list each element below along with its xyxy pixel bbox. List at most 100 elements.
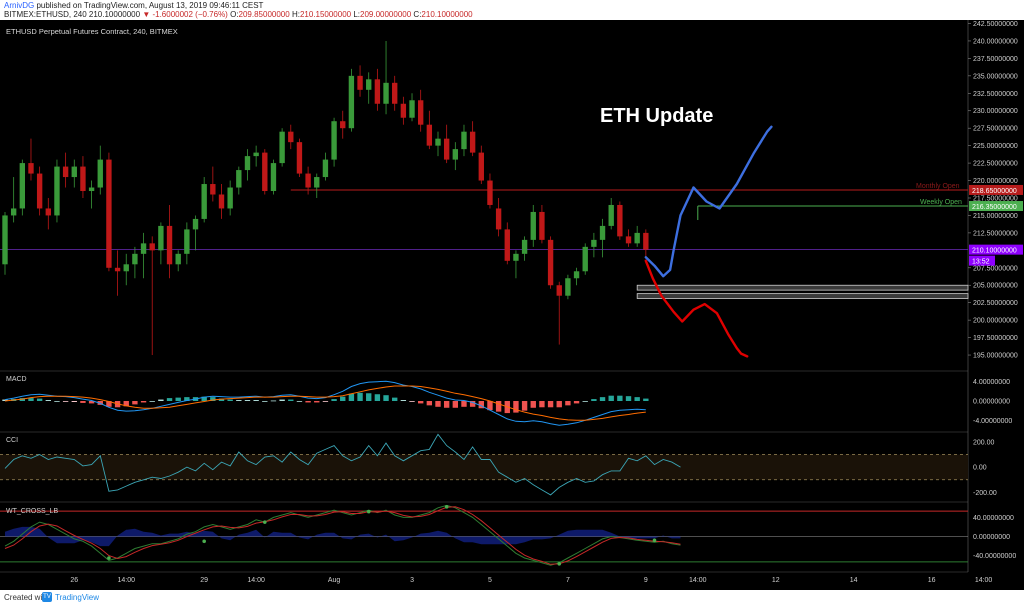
macd-histogram-bar — [2, 399, 8, 401]
cci-tick-label: 200.00 — [973, 439, 995, 446]
tradingview-link[interactable]: TradingView — [55, 593, 100, 602]
high-label: H: — [291, 10, 300, 19]
candle-body — [279, 131, 285, 164]
cci-band — [0, 454, 968, 480]
bullish-projection-path — [644, 125, 773, 278]
wt-cross-dot — [263, 520, 267, 524]
time-tick-label: 29 — [200, 577, 208, 584]
candle-body — [547, 239, 554, 286]
macd-histogram-bar — [106, 401, 112, 407]
chart-area[interactable]: Monthly Open Weekly Open 242.50000000 240.… — [0, 20, 1024, 590]
candle-body — [400, 103, 407, 118]
macd-histogram-bar — [175, 397, 181, 401]
cci-tick-label: 0.00 — [973, 465, 987, 472]
time-tick-label: 7 — [566, 577, 570, 584]
low-value: 209.00000000 — [360, 10, 412, 19]
macd-histogram-bar — [366, 393, 372, 401]
macd-histogram-bar — [599, 397, 606, 401]
macd-histogram-bar — [495, 401, 502, 412]
price-tick-label: 197.50000000 — [973, 335, 1018, 342]
macd-tick-label: -4.00000000 — [973, 418, 1012, 425]
candle-body — [19, 163, 26, 209]
macd-histogram-bar — [158, 399, 164, 401]
candle-body — [244, 156, 251, 171]
wt2-line — [4, 506, 681, 565]
candle-body — [409, 100, 415, 118]
wt-cross-dot — [366, 509, 371, 514]
macd-histogram-bar — [36, 398, 43, 401]
candle-body — [2, 215, 8, 265]
wt-cross-dot — [107, 556, 111, 560]
candle-body — [149, 243, 155, 251]
candle-body — [97, 159, 103, 188]
time-tick-label: 12 — [772, 577, 780, 584]
candle-body — [625, 236, 632, 244]
current-price-tag-bg — [969, 244, 1023, 255]
price-tick-label: 205.00000000 — [973, 283, 1018, 290]
price-tick-label: 212.50000000 — [973, 230, 1018, 237]
chart-canvas[interactable]: Monthly Open Weekly Open 242.50000000 240.… — [0, 20, 1024, 590]
macd-histogram-bar — [400, 400, 407, 401]
time-tick-label: 5 — [488, 577, 492, 584]
wt-cross-dot — [202, 539, 206, 544]
candle-body — [166, 225, 173, 265]
low-label: L: — [353, 10, 361, 19]
macd-histogram-bar — [417, 401, 424, 404]
macd-label: MACD — [6, 376, 27, 383]
candle-body — [175, 253, 181, 265]
macd-histogram-bar — [383, 395, 389, 401]
candle-body — [469, 131, 476, 153]
high-value: 210.15000000 — [299, 10, 352, 19]
macd-histogram-bar — [634, 397, 640, 401]
macd-histogram-bar — [591, 399, 597, 401]
wt-tick-label: 40.00000000 — [973, 515, 1014, 522]
annotation-text: ETH Update — [600, 105, 713, 127]
candle-body — [36, 173, 43, 209]
candle-body — [262, 152, 268, 192]
weekly-open-price-tag-bg — [969, 201, 1023, 212]
candle-body — [495, 208, 502, 230]
macd-histogram-bar — [262, 401, 268, 402]
candle-body — [539, 211, 545, 240]
candle-body — [305, 173, 311, 188]
macd-histogram-bar — [617, 395, 623, 401]
candle-body — [392, 82, 398, 104]
author-link[interactable]: ArnivDG — [4, 1, 35, 10]
open-label: O: — [230, 10, 239, 19]
candle-body — [582, 246, 588, 272]
candle-body — [184, 229, 190, 254]
candle-body — [340, 121, 346, 129]
wt-tick-label: -40.00000000 — [973, 553, 1016, 560]
candle-body — [530, 211, 536, 240]
wt-cross-label: WT_CROSS_LB — [6, 508, 58, 515]
macd-histogram-bar — [270, 400, 277, 402]
candle-body — [487, 180, 493, 205]
price-tick-label: 242.50000000 — [973, 21, 1018, 28]
time-tick-label: 9 — [644, 577, 648, 584]
candle-body — [357, 75, 363, 90]
macd-histogram-bar — [643, 398, 649, 401]
candle-body — [461, 131, 467, 150]
macd-histogram-bar — [80, 401, 86, 403]
candle-body — [435, 138, 441, 146]
macd-histogram-bar — [227, 399, 233, 401]
price-tick-label: 217.50000000 — [973, 195, 1018, 202]
wt-tick-label: 0.00000000 — [973, 534, 1010, 541]
macd-histogram-bar — [452, 401, 459, 408]
time-tick-label: 14:00 — [247, 577, 265, 584]
macd-histogram-bar — [279, 399, 285, 401]
candle-body — [28, 163, 34, 174]
candle-body — [452, 149, 459, 160]
macd-histogram-bar — [582, 401, 588, 402]
candle-body — [322, 159, 329, 178]
time-tick-label: 16 — [928, 577, 936, 584]
support-zone — [636, 284, 969, 291]
candle-body — [114, 267, 121, 272]
macd-histogram-bar — [521, 401, 528, 411]
price-tick-label: 215.00000000 — [973, 213, 1018, 220]
chart-title: ETHUSD Perpetual Futures Contract, 240, … — [6, 27, 178, 36]
candle-body — [123, 264, 129, 272]
price-tick-label: 237.50000000 — [973, 56, 1018, 63]
candle-body — [608, 204, 614, 226]
close-label: C: — [413, 10, 422, 19]
